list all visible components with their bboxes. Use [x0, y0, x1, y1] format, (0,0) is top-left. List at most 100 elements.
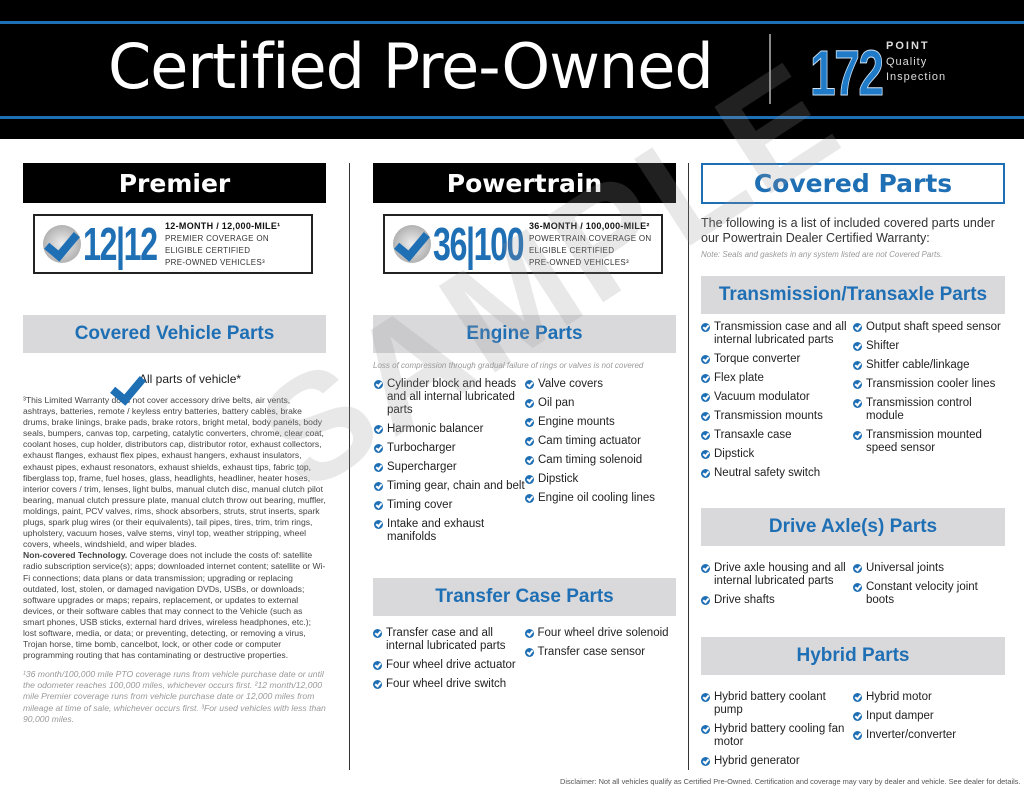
list-item: Drive shafts [701, 594, 853, 607]
list-item: Flex plate [701, 372, 853, 385]
section-heading: Drive Axle(s) Parts [701, 508, 1005, 546]
list-item: Timing gear, chain and belt [374, 480, 525, 493]
list-item: Intake and exhaust manifolds [374, 518, 525, 544]
section-heading: Engine Parts [373, 315, 676, 353]
list-item: Shitfer cable/linkage [853, 359, 1005, 372]
checkmark-icon [393, 225, 431, 263]
technology-body: Coverage does not include the costs of: … [23, 550, 326, 661]
covered-note: Note: Seals and gaskets in any system li… [701, 250, 943, 259]
list-item: Transmission cooler lines [853, 378, 1005, 391]
hybrid-parts-list: Hybrid battery coolant pump Hybrid batter… [701, 691, 853, 774]
premier-badge: 12|12 12-MONTH / 12,000-MILE¹ PREMIER CO… [33, 214, 313, 274]
covered-heading: Covered Parts [701, 163, 1005, 204]
premier-column: Premier 12|12 12-MONTH / 12,000-MILE¹ PR… [23, 163, 326, 725]
badge-text: 12-MONTH / 12,000-MILE¹ PREMIER COVERAGE… [165, 220, 280, 269]
list-item: Drive axle housing and all internal lubr… [701, 562, 853, 588]
header-divider [769, 34, 771, 104]
list-item: Dipstick [701, 448, 853, 461]
list-item: Transfer case and all internal lubricate… [373, 627, 525, 653]
list-item: Valve covers [525, 378, 676, 391]
disclaimer: Disclaimer: Not all vehicles qualify as … [560, 777, 1021, 786]
list-item: Vacuum modulator [701, 391, 853, 404]
badge-line: PRE-OWNED VEHICLES³ [165, 257, 265, 267]
section-heading: Transmission/Transaxle Parts [701, 276, 1005, 314]
list-item: Timing cover [374, 499, 525, 512]
badge-line: ELIGIBLE CERTIFIED [165, 245, 251, 255]
list-item: Torque converter [701, 353, 853, 366]
header-banner: Certified Pre-Owned 172 POINT Quality In… [0, 0, 1024, 139]
page-title: Certified Pre-Owned [108, 30, 714, 103]
list-item: Transmission case and all internal lubri… [701, 321, 853, 347]
transfer-parts-list: Four wheel drive solenoid Transfer case s… [524, 627, 677, 697]
list-item: Input damper [853, 710, 1005, 723]
list-item: Engine oil cooling lines [525, 492, 676, 505]
technology-text: Non-covered Technology. Coverage does no… [23, 550, 326, 661]
logo-number: 172 [810, 37, 885, 110]
logo-text: POINT [886, 40, 930, 52]
list-item: Cam timing actuator [525, 435, 676, 448]
badge-line: POWERTRAIN COVERAGE ON [529, 233, 652, 243]
transmission-parts-list: Output shaft speed sensor Shifter Shitfer … [853, 321, 1005, 486]
covered-column: Covered Parts The following is a list of… [701, 163, 1005, 767]
list-item: Dipstick [525, 473, 676, 486]
all-parts-line: All parts of vehicle* [23, 369, 326, 389]
engine-parts-list: Cylinder block and heads and all interna… [374, 378, 525, 550]
header-rule [0, 21, 1024, 24]
list-item: Hybrid motor [853, 691, 1005, 704]
transmission-parts-list: Transmission case and all internal lubri… [701, 321, 853, 486]
list-item: Engine mounts [525, 416, 676, 429]
powertrain-heading: Powertrain [373, 163, 676, 203]
badge-number: 12|12 [83, 218, 158, 270]
list-item: Supercharger [374, 461, 525, 474]
list-item: Four wheel drive solenoid [524, 627, 677, 640]
powertrain-badge: 36|100 36-MONTH / 100,000-MILE² POWERTRA… [383, 214, 663, 274]
list-item: Constant velocity joint boots [853, 581, 1005, 607]
list-item: Shifter [853, 340, 1005, 353]
badge-number: 36|100 [433, 218, 525, 270]
list-item: Hybrid battery cooling fan motor [701, 723, 853, 749]
list-item: Transfer case sensor [524, 646, 677, 659]
powertrain-column: Powertrain 36|100 36-MONTH / 100,000-MIL… [373, 163, 676, 690]
badge-headline: 36-MONTH / 100,000-MILE² [529, 220, 650, 231]
list-item: Universal joints [853, 562, 1005, 575]
list-item: Cylinder block and heads and all interna… [374, 378, 525, 417]
section-heading: Hybrid Parts [701, 637, 1005, 675]
logo-text: Inspection [886, 71, 947, 83]
engine-parts-list: Valve covers Oil pan Engine mounts Cam timi… [525, 378, 676, 550]
list-item: Four wheel drive switch [373, 678, 525, 691]
checkmark-icon [109, 369, 129, 389]
logo-text: Quality [886, 56, 928, 68]
technology-label: Non-covered Technology. [23, 550, 128, 561]
badge-headline: 12-MONTH / 12,000-MILE¹ [165, 220, 281, 231]
axle-parts-list: Universal joints Constant velocity joint … [853, 562, 1005, 613]
badge-line: ELIGIBLE CERTIFIED [529, 245, 615, 255]
hybrid-parts-list: Hybrid motor Input damper Inverter/convert… [853, 691, 1005, 774]
list-item: Hybrid generator [701, 755, 853, 768]
list-item: Transmission control module [853, 397, 1005, 423]
list-item: Transaxle case [701, 429, 853, 442]
badge-line: PREMIER COVERAGE ON [165, 233, 269, 243]
list-item: Four wheel drive actuator [373, 659, 525, 672]
badge-text: 36-MONTH / 100,000-MILE² POWERTRAIN COVE… [529, 220, 651, 269]
section-heading: Covered Vehicle Parts [23, 315, 326, 353]
engine-note: Loss of compression through gradual fail… [373, 361, 644, 370]
footnote: ¹36 month/100,000 mile PTO coverage runs… [23, 669, 326, 724]
list-item: Transmission mounts [701, 410, 853, 423]
header-rule [0, 116, 1024, 119]
all-parts-text: All parts of vehicle* [139, 372, 242, 386]
badge-line: PRE-OWNED VEHICLES³ [529, 257, 629, 267]
list-item: Output shaft speed sensor [853, 321, 1005, 334]
list-item: Turbocharger [374, 442, 525, 455]
list-item: Cam timing solenoid [525, 454, 676, 467]
list-item: Harmonic balancer [374, 423, 525, 436]
exclusions-text: ³This Limited Warranty does not cover ac… [23, 395, 326, 550]
transfer-parts-list: Transfer case and all internal lubricate… [373, 627, 525, 697]
list-item: Transmission mounted speed sensor [853, 429, 1005, 455]
axle-parts-list: Drive axle housing and all internal lubr… [701, 562, 853, 613]
premier-heading: Premier [23, 163, 326, 203]
list-item: Inverter/converter [853, 729, 1005, 742]
list-item: Oil pan [525, 397, 676, 410]
list-item: Neutral safety switch [701, 467, 853, 480]
column-divider [688, 163, 689, 770]
section-heading: Transfer Case Parts [373, 578, 676, 616]
